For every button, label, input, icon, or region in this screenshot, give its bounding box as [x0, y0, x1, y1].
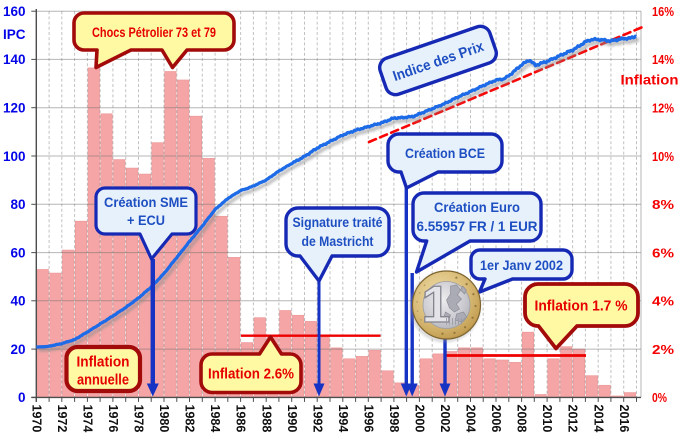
svg-text:20: 20	[10, 342, 25, 357]
svg-text:Création SME: Création SME	[104, 195, 188, 210]
svg-text:120: 120	[3, 101, 26, 116]
svg-text:1988: 1988	[259, 405, 273, 433]
svg-text:1970: 1970	[29, 405, 43, 433]
svg-text:1974: 1974	[81, 405, 95, 433]
svg-text:0: 0	[18, 390, 26, 405]
svg-text:2000: 2000	[413, 405, 427, 433]
svg-text:Chocs Pétrolier 73 et 79: Chocs Pétrolier 73 et 79	[92, 25, 216, 40]
svg-text:14%: 14%	[652, 52, 674, 67]
svg-text:1980: 1980	[157, 405, 171, 433]
svg-text:1998: 1998	[387, 405, 401, 433]
svg-text:16%: 16%	[652, 4, 674, 19]
svg-text:0%: 0%	[652, 390, 667, 405]
svg-text:Inflation 1.7 %: Inflation 1.7 %	[535, 298, 628, 315]
svg-text:2012: 2012	[566, 405, 580, 433]
svg-text:8%: 8%	[652, 197, 675, 212]
svg-text:1984: 1984	[208, 405, 222, 433]
svg-text:1996: 1996	[361, 405, 375, 433]
svg-text:1: 1	[422, 276, 451, 334]
svg-text:2004: 2004	[464, 405, 478, 433]
svg-text:2016: 2016	[617, 405, 631, 433]
svg-text:1986: 1986	[234, 405, 248, 433]
svg-text:6%: 6%	[652, 245, 675, 260]
svg-text:1982: 1982	[183, 405, 197, 433]
svg-text:60: 60	[10, 245, 25, 260]
svg-text:IPC: IPC	[3, 27, 26, 42]
svg-text:annuelle: annuelle	[77, 373, 129, 389]
svg-text:2010: 2010	[540, 405, 554, 433]
svg-text:Création BCE: Création BCE	[405, 145, 485, 161]
svg-text:1994: 1994	[336, 405, 350, 433]
svg-text:Inflation: Inflation	[77, 355, 130, 371]
svg-text:1972: 1972	[55, 405, 69, 433]
svg-text:Inflation: Inflation	[621, 72, 679, 88]
svg-text:2002: 2002	[438, 405, 452, 433]
svg-text:de Mastricht: de Mastricht	[302, 233, 374, 249]
svg-text:10%: 10%	[652, 149, 674, 164]
svg-text:12%: 12%	[652, 101, 674, 116]
svg-text:1978: 1978	[132, 405, 146, 433]
svg-text:Signature traité: Signature traité	[293, 214, 383, 230]
svg-text:Inflation 2.6%: Inflation 2.6%	[208, 367, 294, 383]
svg-text:1er Janv 2002: 1er Janv 2002	[480, 257, 563, 273]
svg-text:2014: 2014	[591, 405, 605, 433]
svg-text:6.55957 FR / 1 EUR: 6.55957 FR / 1 EUR	[417, 218, 538, 234]
svg-text:140: 140	[3, 52, 26, 67]
svg-text:4%: 4%	[652, 294, 675, 309]
svg-text:2%: 2%	[652, 342, 675, 357]
svg-text:+ ECU: + ECU	[127, 213, 165, 228]
svg-text:2006: 2006	[489, 405, 503, 433]
svg-text:Création Euro: Création Euro	[434, 199, 520, 215]
svg-text:1992: 1992	[310, 405, 324, 433]
svg-text:1990: 1990	[285, 405, 299, 433]
svg-text:100: 100	[3, 149, 26, 164]
svg-text:80: 80	[10, 197, 25, 212]
svg-text:40: 40	[10, 294, 25, 309]
svg-text:2008: 2008	[515, 405, 529, 433]
svg-text:160: 160	[3, 4, 26, 19]
svg-text:1976: 1976	[106, 405, 120, 433]
